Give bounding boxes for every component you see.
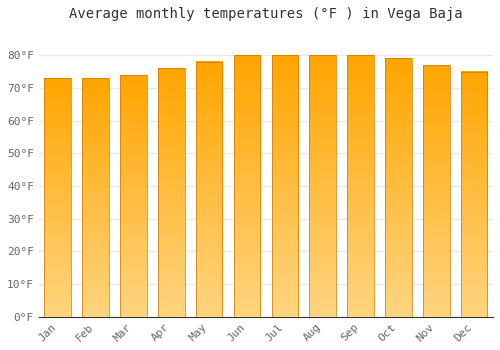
Bar <box>44 78 71 317</box>
Bar <box>82 78 109 317</box>
Bar <box>348 55 374 317</box>
Bar <box>234 55 260 317</box>
Bar <box>158 68 184 317</box>
Bar <box>385 58 411 317</box>
Title: Average monthly temperatures (°F ) in Vega Baja: Average monthly temperatures (°F ) in Ve… <box>69 7 462 21</box>
Bar <box>461 71 487 317</box>
Bar <box>196 62 222 317</box>
Bar <box>423 65 450 317</box>
Bar <box>120 75 146 317</box>
Bar <box>272 55 298 317</box>
Bar <box>310 55 336 317</box>
